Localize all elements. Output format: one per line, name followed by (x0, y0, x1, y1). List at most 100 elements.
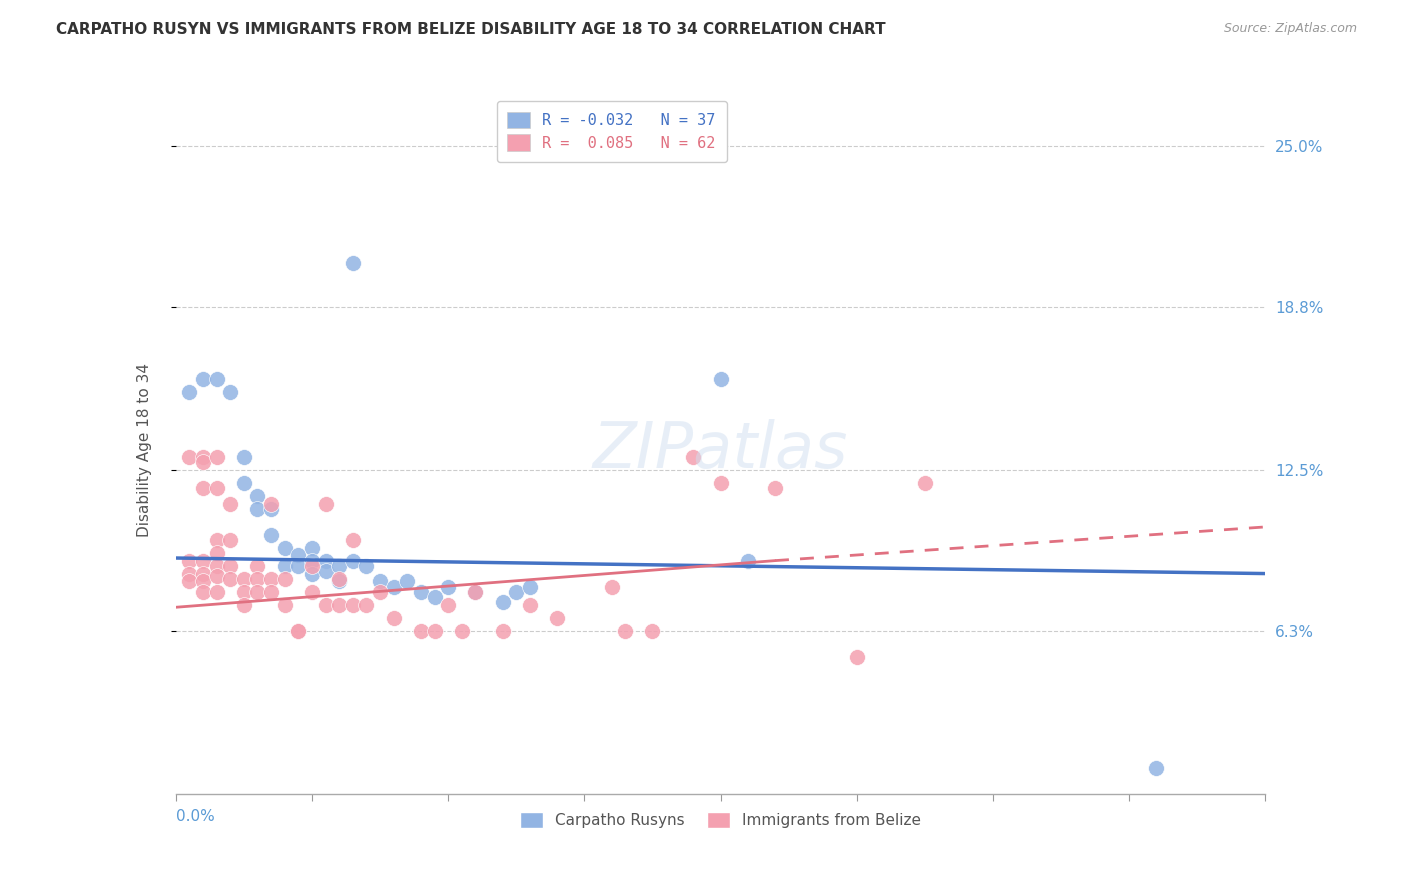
Point (328, 572, 350, 586)
Point (409, 624, 432, 638)
Point (382, 610, 405, 624)
Point (492, 624, 515, 638)
Point (232, 584, 254, 599)
Point (641, 624, 664, 638)
Point (232, 450, 254, 464)
Point (260, 527, 283, 541)
Legend: Carpatho Rusyns, Immigrants from Belize: Carpatho Rusyns, Immigrants from Belize (513, 806, 928, 834)
Text: ZIPatlas: ZIPatlas (593, 419, 848, 482)
Point (315, 598, 337, 612)
Point (274, 541, 297, 555)
Point (246, 501, 269, 516)
Point (437, 598, 460, 612)
Point (450, 624, 472, 638)
Point (342, 598, 364, 612)
Point (260, 584, 283, 599)
Point (179, 385, 201, 400)
Point (614, 624, 637, 638)
Point (191, 372, 214, 386)
Point (287, 624, 309, 638)
Point (315, 497, 337, 511)
Point (464, 584, 486, 599)
Point (179, 574, 201, 589)
Point (205, 558, 228, 573)
Point (763, 481, 786, 495)
Point (219, 572, 242, 586)
Point (368, 584, 391, 599)
Point (301, 558, 323, 573)
Point (232, 598, 254, 612)
Point (205, 372, 228, 386)
Point (219, 558, 242, 573)
Y-axis label: Disability Age 18 to 34: Disability Age 18 to 34 (138, 363, 152, 538)
Point (368, 574, 391, 589)
Point (232, 475, 254, 490)
Point (301, 553, 323, 567)
Point (845, 649, 868, 664)
Point (710, 372, 733, 386)
Point (519, 598, 541, 612)
Point (246, 584, 269, 599)
Point (409, 584, 432, 599)
Point (914, 475, 936, 490)
Point (492, 595, 515, 609)
Point (274, 598, 297, 612)
Point (301, 584, 323, 599)
Point (342, 553, 364, 567)
Point (260, 501, 283, 516)
Point (505, 584, 527, 599)
Point (356, 558, 378, 573)
Point (219, 497, 242, 511)
Point (328, 558, 350, 573)
Point (342, 533, 364, 547)
Point (205, 584, 228, 599)
Point (682, 450, 704, 464)
Point (287, 558, 309, 573)
Point (287, 549, 309, 563)
Point (274, 572, 297, 586)
Point (301, 566, 323, 581)
Point (205, 569, 228, 583)
Point (315, 553, 337, 567)
Point (464, 584, 486, 599)
Point (205, 450, 228, 464)
Point (260, 572, 283, 586)
Point (246, 572, 269, 586)
Point (191, 455, 214, 469)
Point (179, 450, 201, 464)
Point (205, 533, 228, 547)
Point (232, 572, 254, 586)
Point (437, 580, 460, 594)
Text: Source: ZipAtlas.com: Source: ZipAtlas.com (1223, 22, 1357, 36)
Point (301, 541, 323, 555)
Point (328, 574, 350, 589)
Point (191, 584, 214, 599)
Point (205, 481, 228, 495)
Point (219, 533, 242, 547)
Point (315, 564, 337, 578)
Point (179, 553, 201, 567)
Point (423, 624, 446, 638)
Point (737, 553, 759, 567)
Text: 0.0%: 0.0% (176, 809, 215, 824)
Point (219, 385, 242, 400)
Point (600, 580, 623, 594)
Point (423, 590, 446, 604)
Point (342, 255, 364, 269)
Point (179, 566, 201, 581)
Point (260, 497, 283, 511)
Point (519, 580, 541, 594)
Point (191, 574, 214, 589)
Point (274, 558, 297, 573)
Point (356, 598, 378, 612)
Point (287, 624, 309, 638)
Point (191, 450, 214, 464)
Point (710, 475, 733, 490)
Point (546, 610, 568, 624)
Point (246, 558, 269, 573)
Point (246, 489, 269, 503)
Point (328, 598, 350, 612)
Text: CARPATHO RUSYN VS IMMIGRANTS FROM BELIZE DISABILITY AGE 18 TO 34 CORRELATION CHA: CARPATHO RUSYN VS IMMIGRANTS FROM BELIZE… (56, 22, 886, 37)
Point (1144, 761, 1167, 775)
Point (191, 481, 214, 495)
